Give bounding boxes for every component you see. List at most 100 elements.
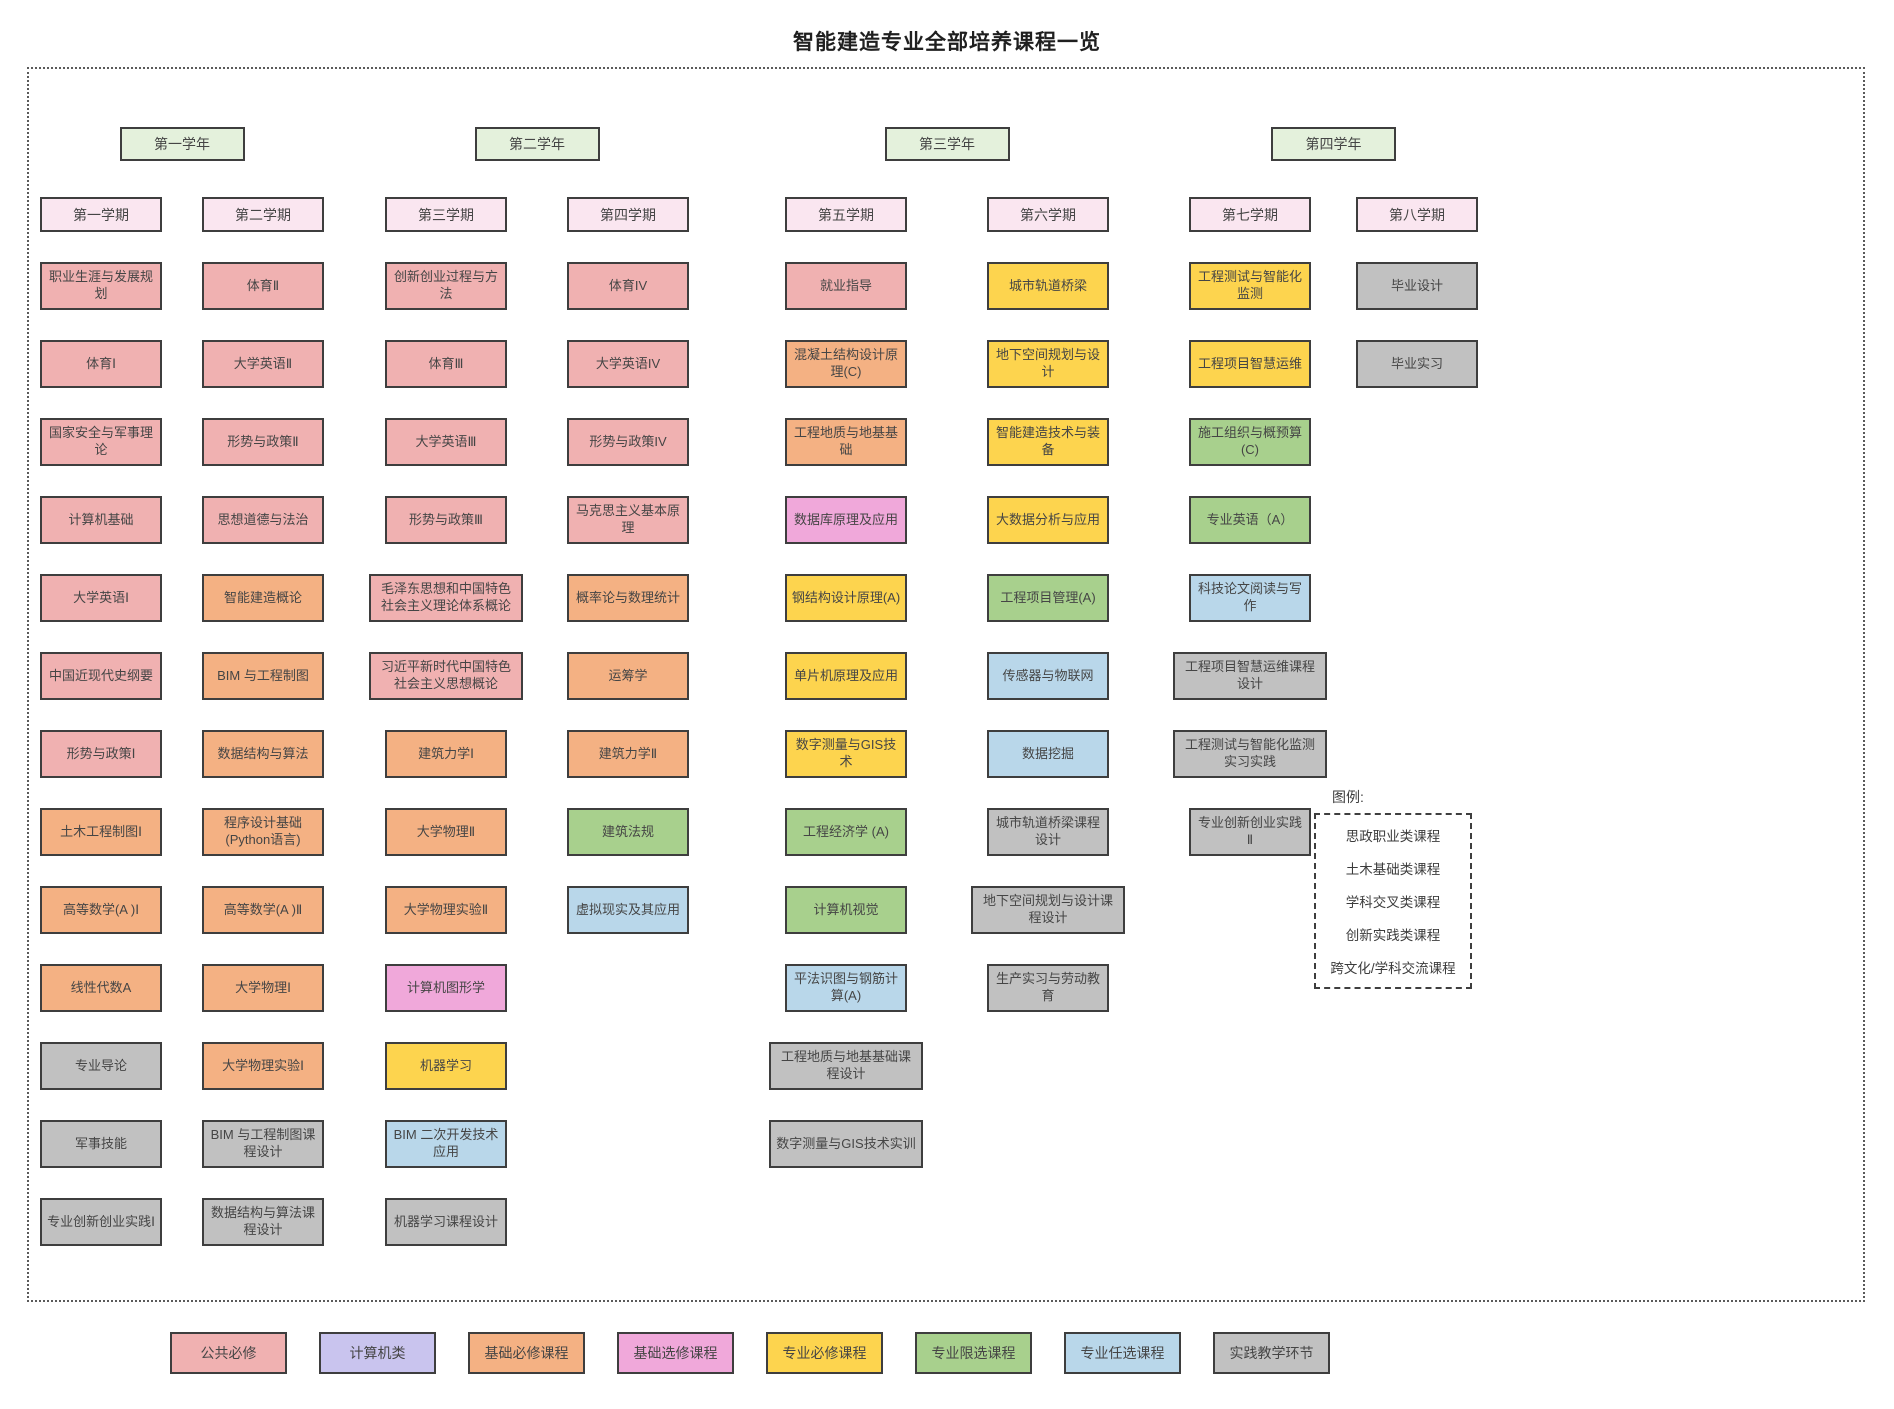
course-box: 习近平新时代中国特色社会主义思想概论 bbox=[369, 652, 523, 700]
course-box: 工程测试与智能化监测实习实践 bbox=[1173, 730, 1327, 778]
course-box: 程序设计基础(Python语言) bbox=[202, 808, 324, 856]
semester-column: 第五学期 就业指导 混凝土结构设计原理(C) 工程地质与地基基础 数据库原理及应用 钢结构… bbox=[769, 197, 923, 1168]
category-chip: 计算机类 bbox=[319, 1332, 436, 1374]
legend-frame: 思政职业类课程 土木基础类课程 学科交叉类课程 创新实践类课程 跨文化/学科交流课程 bbox=[1314, 813, 1472, 989]
course-box: 大学英语Ⅱ bbox=[202, 340, 324, 388]
course-box: 城市轨道桥梁课程设计 bbox=[987, 808, 1109, 856]
course-box: 形势与政策Ⅲ bbox=[385, 496, 507, 544]
course-box: 大学物理实验Ⅰ bbox=[202, 1042, 324, 1090]
course-box: 概率论与数理统计 bbox=[567, 574, 689, 622]
category-chip: 基础必修课程 bbox=[468, 1332, 585, 1374]
category-chip: 基础选修课程 bbox=[617, 1332, 734, 1374]
semester-columns: 第五学期 就业指导 混凝土结构设计原理(C) 工程地质与地基基础 数据库原理及应用 钢结构… bbox=[769, 197, 1125, 1168]
course-box: 数据结构与算法课程设计 bbox=[202, 1198, 324, 1246]
course-box: 高等数学(A )Ⅱ bbox=[202, 886, 324, 934]
course-box: 工程项目智慧运维 bbox=[1189, 340, 1311, 388]
year-label: 第三学年 bbox=[884, 127, 1010, 161]
semester-header: 第四学期 bbox=[567, 197, 689, 232]
course-box: 数据结构与算法 bbox=[202, 730, 324, 778]
semester-header: 第一学期 bbox=[40, 197, 162, 232]
page-title: 智能建造专业全部培养课程一览 bbox=[793, 31, 1101, 54]
course-box: 形势与政策Ⅱ bbox=[202, 418, 324, 466]
year-label: 第四学年 bbox=[1271, 127, 1396, 161]
course-box: 工程经济学 (A) bbox=[785, 808, 907, 856]
semester-column: 第三学期 创新创业过程与方法 体育Ⅲ 大学英语Ⅲ 形势与政策Ⅲ 毛泽东思想和中国特色社会主… bbox=[369, 197, 523, 1246]
semester-columns: 第三学期 创新创业过程与方法 体育Ⅲ 大学英语Ⅲ 形势与政策Ⅲ 毛泽东思想和中国特色社会主… bbox=[369, 197, 689, 1246]
course-box: 大学物理实验Ⅱ bbox=[385, 886, 507, 934]
legend-box: 图例: 思政职业类课程 土木基础类课程 学科交叉类课程 创新实践类课程 跨文化/学科交流… bbox=[1314, 787, 1472, 989]
course-box: 形势与政策Ⅰ bbox=[40, 730, 162, 778]
course-box: 工程地质与地基基础课程设计 bbox=[769, 1042, 923, 1090]
category-chip: 实践教学环节 bbox=[1213, 1332, 1330, 1374]
course-box: 施工组织与概预算(C) bbox=[1189, 418, 1311, 466]
course-box: 计算机图形学 bbox=[385, 964, 507, 1012]
year-group: 第二学年 第三学期 创新创业过程与方法 体育Ⅲ 大学英语Ⅲ 形势与政策Ⅲ 毛泽东思想和中国特… bbox=[369, 127, 689, 1246]
course-box: 计算机视觉 bbox=[785, 886, 907, 934]
course-box: 计算机基础 bbox=[40, 496, 162, 544]
legend-item: 学科交叉类课程 bbox=[1345, 895, 1441, 910]
course-box: 地下空间规划与设计 bbox=[987, 340, 1109, 388]
course-box: 体育Ⅲ bbox=[385, 340, 507, 388]
semester-column: 第八学期 毕业设计 毕业实习 bbox=[1356, 197, 1478, 388]
course-box: 专业英语（A） bbox=[1189, 496, 1311, 544]
course-box: 建筑法规 bbox=[567, 808, 689, 856]
course-box: 平法识图与钢筋计算(A) bbox=[785, 964, 907, 1012]
semester-column: 第四学期 体育IV 大学英语IV 形势与政策IV 马克思主义基本原理 概率论与数理统计 运筹… bbox=[567, 197, 689, 934]
semester-column: 第七学期工程测试与智能化监测 工程项目智慧运维 施工组织与概预算(C) 专业英语（A）… bbox=[1173, 197, 1327, 856]
course-box: 就业指导 bbox=[785, 262, 907, 310]
course-box: 大学英语Ⅲ bbox=[385, 418, 507, 466]
curriculum-board: 第一学年第一学期 职业生涯与发展规划 体育Ⅰ 国家安全与军事理论 计算机基础 大学英语Ⅰ 中… bbox=[27, 67, 1865, 1302]
course-box: 单片机原理及应用 bbox=[785, 652, 907, 700]
course-box: 高等数学(A )Ⅰ bbox=[40, 886, 162, 934]
course-box: 体育Ⅱ bbox=[202, 262, 324, 310]
course-box: 数据挖掘 bbox=[987, 730, 1109, 778]
legend-title: 图例: bbox=[1332, 789, 1364, 805]
course-box: 虚拟现实及其应用 bbox=[567, 886, 689, 934]
course-box: 大学英语IV bbox=[567, 340, 689, 388]
course-box: 专业创新创业实践Ⅰ bbox=[40, 1198, 162, 1246]
course-box: 建筑力学Ⅰ bbox=[385, 730, 507, 778]
year-group: 第四学年第七学期工程测试与智能化监测 工程项目智慧运维 施工组织与概预算(C) 专业英… bbox=[1173, 127, 1478, 856]
course-box: 专业创新创业实践Ⅱ bbox=[1189, 808, 1311, 856]
course-box: 土木工程制图Ⅰ bbox=[40, 808, 162, 856]
course-box: 体育IV bbox=[567, 262, 689, 310]
category-chip: 专业限选课程 bbox=[915, 1332, 1032, 1374]
course-box: 机器学习 bbox=[385, 1042, 507, 1090]
semester-columns: 第一学期 职业生涯与发展规划 体育Ⅰ 国家安全与军事理论 计算机基础 大学英语Ⅰ 中国近现代… bbox=[40, 197, 324, 1246]
semester-header: 第八学期 bbox=[1356, 197, 1478, 232]
category-chip: 专业任选课程 bbox=[1064, 1332, 1181, 1374]
course-box: 数字测量与GIS技术实训 bbox=[769, 1120, 923, 1168]
course-box: 机器学习课程设计 bbox=[385, 1198, 507, 1246]
year-group: 第一学年第一学期 职业生涯与发展规划 体育Ⅰ 国家安全与军事理论 计算机基础 大学英语Ⅰ 中… bbox=[40, 127, 324, 1246]
course-box: 地下空间规划与设计课程设计 bbox=[971, 886, 1125, 934]
legend-item: 土木基础类课程 bbox=[1345, 862, 1441, 877]
semester-header: 第五学期 bbox=[785, 197, 907, 232]
course-box: 国家安全与军事理论 bbox=[40, 418, 162, 466]
course-box: 科技论文阅读与写作 bbox=[1189, 574, 1311, 622]
course-box: 数字测量与GIS技术 bbox=[785, 730, 907, 778]
year-label: 第二学年 bbox=[474, 127, 600, 161]
year-group: 第三学年 第五学期 就业指导 混凝土结构设计原理(C) 工程地质与地基基础 数据库原理及应… bbox=[769, 127, 1125, 1168]
category-chip: 公共必修 bbox=[170, 1332, 287, 1374]
legend-item: 思政职业类课程 bbox=[1345, 829, 1441, 844]
course-box: 思想道德与法治 bbox=[202, 496, 324, 544]
course-box: 传感器与物联网 bbox=[987, 652, 1109, 700]
course-box: 大学物理Ⅱ bbox=[385, 808, 507, 856]
course-box: 毛泽东思想和中国特色社会主义理论体系概论 bbox=[369, 574, 523, 622]
course-box: 创新创业过程与方法 bbox=[385, 262, 507, 310]
course-box: 工程测试与智能化监测 bbox=[1189, 262, 1311, 310]
legend-item: 创新实践类课程 bbox=[1345, 928, 1441, 943]
course-box: BIM 与工程制图课程设计 bbox=[202, 1120, 324, 1168]
semester-header: 第六学期 bbox=[987, 197, 1109, 232]
course-box: 马克思主义基本原理 bbox=[567, 496, 689, 544]
course-box: 专业导论 bbox=[40, 1042, 162, 1090]
course-box: 运筹学 bbox=[567, 652, 689, 700]
year-label: 第一学年 bbox=[119, 127, 245, 161]
course-box: 工程地质与地基基础 bbox=[785, 418, 907, 466]
semester-header: 第七学期 bbox=[1189, 197, 1311, 232]
course-box: 智能建造技术与装备 bbox=[987, 418, 1109, 466]
semester-columns: 第七学期工程测试与智能化监测 工程项目智慧运维 施工组织与概预算(C) 专业英语（A）… bbox=[1173, 197, 1478, 856]
course-box: 大学物理Ⅰ bbox=[202, 964, 324, 1012]
course-box: BIM 二次开发技术应用 bbox=[385, 1120, 507, 1168]
